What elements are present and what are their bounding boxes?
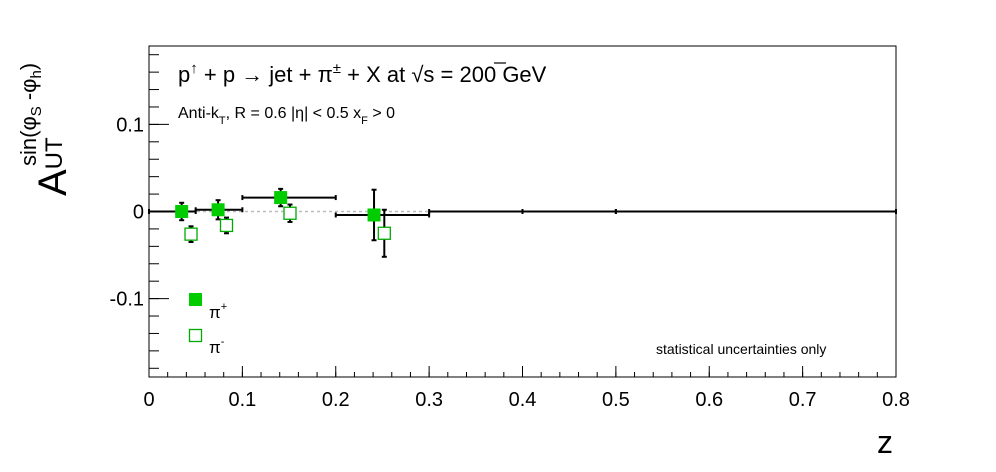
pi-minus-marker bbox=[377, 226, 391, 240]
x-tick-label: 0.3 bbox=[415, 389, 443, 411]
x-tick-label: 0.6 bbox=[695, 389, 723, 411]
pi-minus-marker bbox=[184, 227, 198, 241]
pi-plus-marker bbox=[274, 191, 288, 205]
legend-marker-pi-plus bbox=[189, 293, 202, 306]
legend-marker-pi-minus bbox=[188, 328, 203, 343]
x-minor-ticks bbox=[148, 372, 897, 377]
x-tick-label: 0.4 bbox=[509, 389, 537, 411]
chart-title: p↑ + p → jet + π± + X at √s = 200 GeV bbox=[178, 60, 547, 87]
x-tick-label: 0.7 bbox=[789, 389, 817, 411]
legend: π+ π- bbox=[188, 293, 227, 357]
pi-minus-marker bbox=[283, 206, 297, 220]
legend-label-pi-minus: π- bbox=[209, 336, 225, 357]
x-tick-label: 0.5 bbox=[602, 389, 630, 411]
series-layer bbox=[148, 187, 897, 258]
x-tick-label: 0 bbox=[143, 389, 154, 411]
x-axis-title: z bbox=[877, 424, 893, 460]
y-tick-label: 0 bbox=[133, 202, 144, 224]
svg-text:sin(φS -φh): sin(φS -φh) bbox=[16, 63, 45, 166]
svg-text:AUT: AUT bbox=[31, 137, 75, 196]
x-tick-label: 0.2 bbox=[322, 389, 350, 411]
pi-plus-marker bbox=[367, 208, 381, 222]
x-tick-label: 0.1 bbox=[228, 389, 256, 411]
y-tick-label: 0.1 bbox=[116, 114, 144, 136]
x-tick-marks bbox=[148, 366, 897, 377]
legend-label-pi-plus: π+ bbox=[209, 301, 227, 322]
x-tick-labels: 0 0.1 0.2 0.3 0.4 0.5 0.6 0.7 0.8 bbox=[143, 389, 909, 411]
pi-plus-marker bbox=[211, 203, 225, 217]
x-tick-label: 0.8 bbox=[882, 389, 910, 411]
pi-minus-marker bbox=[219, 218, 234, 233]
pi-plus-marker bbox=[175, 205, 189, 218]
y-tick-labels: 0.1 0 -0.1 bbox=[110, 114, 144, 310]
y-axis-title: AUT sin(φS -φh) bbox=[16, 63, 75, 196]
y-tick-label: -0.1 bbox=[110, 289, 144, 311]
chart-subtitle: Anti-kT, R = 0.6 |η| < 0.5 xF > 0 bbox=[178, 105, 395, 127]
uncertainty-note: statistical uncertainties only bbox=[656, 341, 826, 357]
